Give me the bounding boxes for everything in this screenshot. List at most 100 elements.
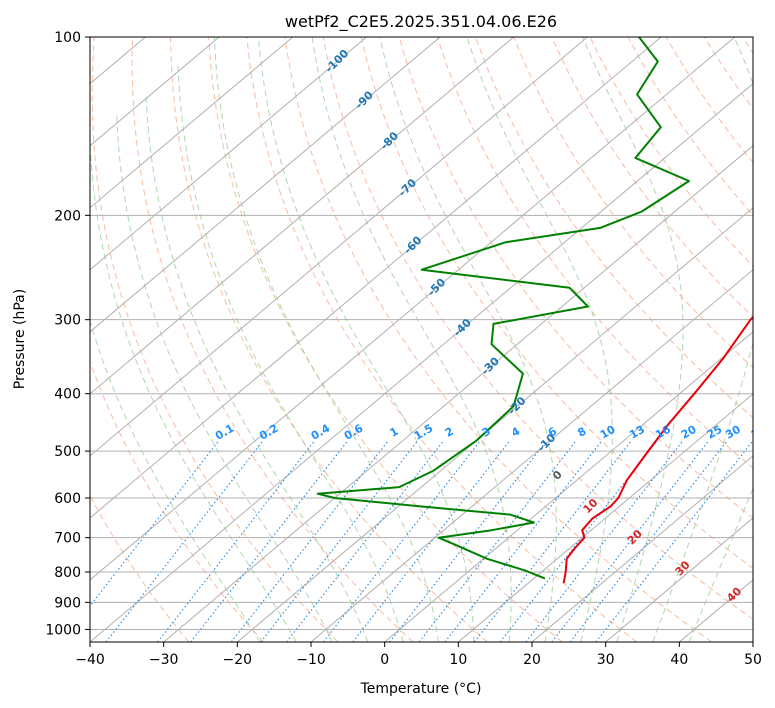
dry-adiabat-line — [90, 494, 190, 642]
mixing-ratio-line — [389, 440, 548, 642]
x-tick-label: −40 — [75, 652, 105, 668]
moist-adiabat-line — [213, 37, 439, 642]
sounding-series — [316, 37, 753, 584]
moist-adiabat-line — [582, 37, 684, 642]
dry-adiabat-line — [513, 37, 753, 369]
dry-adiabat-line — [90, 359, 264, 642]
mixing-ratio-line — [473, 440, 632, 642]
moist-adiabat-line — [652, 37, 753, 642]
dry-adiabat-line — [551, 37, 753, 318]
mixing-ratio-line — [230, 440, 389, 642]
isotherm-line — [679, 579, 753, 642]
x-tick-label: 0 — [380, 652, 389, 668]
y-tick-label: 100 — [54, 30, 81, 46]
x-tick-label: −20 — [223, 652, 253, 668]
mixing-ratio-line — [444, 440, 603, 642]
dry-adiabat-line — [208, 37, 563, 642]
y-axis-label: Pressure (hPa) — [12, 289, 28, 389]
moist-adiabat-line — [257, 37, 475, 642]
y-tick-label: 700 — [54, 531, 81, 547]
temperature-line — [562, 315, 753, 584]
isotherm-label: -100 — [323, 47, 352, 76]
y-axis: 1000 900 800 700 600 500 400 300 200 100 — [45, 30, 90, 638]
dry-adiabat-line — [360, 37, 753, 569]
isotherm-line — [90, 37, 736, 581]
mixing-ratio-label: 16 — [653, 423, 673, 442]
isotherm-line — [310, 269, 753, 642]
moist-adiabat-line — [311, 37, 512, 642]
mixing-ratio-line — [190, 440, 349, 642]
x-tick-label: −10 — [296, 652, 326, 668]
isotherm-line — [90, 37, 515, 395]
background-lines — [0, 37, 753, 642]
isotherm-line — [90, 37, 220, 147]
isotherm-line — [752, 641, 753, 642]
isotherm-line — [90, 83, 753, 642]
isotherm-line — [90, 37, 294, 209]
mixing-ratio-line — [569, 440, 728, 642]
mixing-ratio-label: 4 — [509, 424, 522, 439]
moist-adiabat-line — [466, 37, 613, 642]
x-tick-label: 20 — [523, 652, 541, 668]
mixing-ratio-line — [595, 440, 753, 642]
moist-adiabat-label: 20 — [625, 527, 645, 547]
dry-adiabat-line — [398, 37, 753, 519]
isotherm-line — [0, 37, 72, 642]
moist-adiabat-label: 30 — [673, 558, 693, 578]
x-tick-label: 40 — [670, 652, 688, 668]
dry-adiabat-line — [91, 37, 339, 642]
mixing-ratio-line — [286, 440, 445, 642]
mixing-ratio-line — [551, 440, 710, 642]
isotherm-line — [605, 517, 753, 642]
dry-adiabat-line — [437, 37, 753, 469]
dry-adiabat-line — [131, 37, 414, 642]
y-tick-label: 900 — [54, 595, 81, 611]
mixing-ratio-label: 20 — [679, 423, 699, 442]
mixing-ratio-label: 0.2 — [257, 422, 280, 443]
x-tick-label: −30 — [149, 652, 179, 668]
y-tick-label: 500 — [54, 444, 81, 460]
plot-frame — [89, 36, 754, 643]
isotherm-line — [237, 207, 753, 642]
mixing-ratio-line — [90, 440, 220, 607]
y-tick-label: 200 — [54, 208, 81, 224]
chart-title: wetPf2_C2E5.2025.351.04.06.E26 — [285, 12, 557, 32]
mixing-ratio-label: 10 — [598, 423, 618, 442]
mixing-ratio-label: 36 — [749, 423, 769, 442]
mixing-ratio-label: 0.4 — [309, 421, 333, 442]
isotherm-line — [90, 37, 367, 271]
mixing-ratio-label: 30 — [723, 423, 743, 442]
mixing-ratio-line — [418, 440, 577, 642]
mixing-ratio-label: 25 — [705, 423, 725, 442]
y-tick-label: 800 — [54, 565, 81, 581]
isotherm-line — [90, 37, 662, 519]
dry-adiabat-line — [589, 37, 753, 268]
mixing-ratio-line — [260, 440, 419, 642]
moist-adiabat-label: 0 — [550, 468, 565, 483]
dry-adiabat-line — [170, 37, 488, 642]
isotherm-line — [163, 145, 753, 642]
moist-adiabat-line — [688, 487, 753, 642]
dry-adiabat-line — [246, 37, 638, 642]
dry-adiabat-line — [322, 37, 753, 620]
x-tick-label: 50 — [744, 652, 762, 668]
x-axis: −40 −30 −20 −10 0 10 20 30 40 50 — [75, 642, 762, 668]
y-tick-label: 1000 — [45, 622, 81, 638]
mixing-ratio-line — [322, 440, 481, 642]
moist-adiabat-line — [145, 94, 369, 642]
y-tick-label: 300 — [54, 313, 81, 329]
mixing-ratio-line — [352, 440, 511, 642]
isotherm-line — [458, 393, 753, 642]
mixing-ratio-line — [105, 440, 264, 642]
y-tick-label: 400 — [54, 387, 81, 403]
x-tick-label: 10 — [449, 652, 467, 668]
isotherm-line — [384, 331, 753, 642]
isotherm-line — [531, 455, 753, 642]
isotherm-line — [90, 37, 588, 457]
y-tick-label: 600 — [54, 491, 81, 507]
moist-adiabat-line — [177, 61, 404, 642]
dewpoint-line — [316, 37, 690, 580]
mixing-ratio-line — [157, 440, 316, 642]
moist-adiabat-line — [90, 141, 297, 642]
